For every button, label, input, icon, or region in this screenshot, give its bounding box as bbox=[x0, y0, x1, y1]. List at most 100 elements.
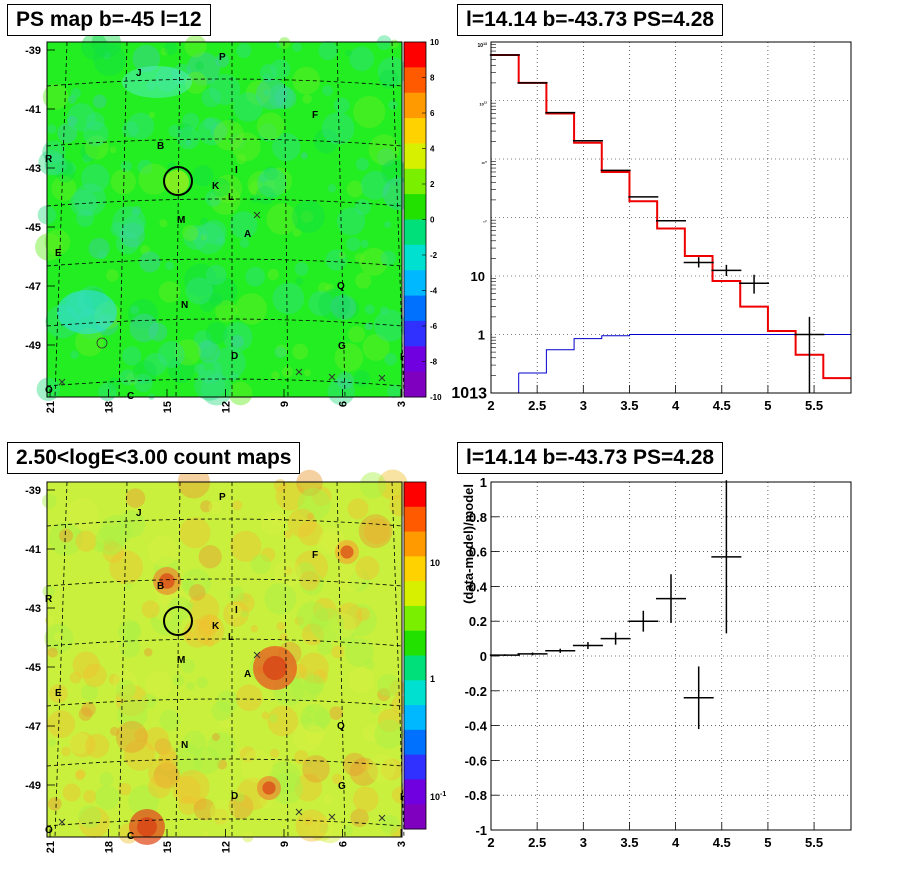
source-label-b: B bbox=[157, 141, 164, 152]
map-texture bbox=[122, 66, 192, 98]
map-texture bbox=[308, 815, 334, 842]
map-source-cross bbox=[253, 651, 261, 659]
map-texture bbox=[345, 49, 353, 57]
source-label-m: M bbox=[177, 655, 185, 666]
residual-x-tick-label: 3 bbox=[580, 835, 587, 850]
map-texture bbox=[110, 169, 136, 195]
map-texture bbox=[267, 268, 279, 281]
map-texture bbox=[158, 280, 181, 303]
colorbar-segment bbox=[404, 581, 426, 607]
map-texture bbox=[318, 823, 330, 834]
spectrum-y-tick-label: 1013 bbox=[478, 42, 488, 49]
map-texture bbox=[187, 732, 196, 741]
map-texture bbox=[256, 112, 285, 140]
map-hotspot bbox=[340, 545, 354, 559]
map-grid-longitude bbox=[336, 481, 346, 838]
colorbar-tick-label: 10 bbox=[430, 558, 440, 568]
map-texture bbox=[381, 159, 408, 186]
map-texture bbox=[102, 51, 112, 60]
map-y-tick-label: -47 bbox=[25, 281, 41, 293]
map-texture bbox=[147, 535, 179, 567]
map-texture bbox=[183, 224, 209, 250]
map-grid-latitude bbox=[46, 258, 403, 267]
map-texture bbox=[390, 39, 399, 49]
map-frame bbox=[46, 41, 403, 398]
map-texture bbox=[132, 44, 161, 73]
map-texture bbox=[165, 261, 174, 271]
map-texture bbox=[301, 714, 313, 726]
colorbar-segment bbox=[404, 295, 426, 322]
map-texture bbox=[44, 229, 71, 256]
map-texture bbox=[287, 508, 317, 538]
map-texture bbox=[223, 601, 249, 627]
colorbar-segment bbox=[404, 118, 426, 144]
source-label-m: M bbox=[177, 215, 185, 226]
map-texture bbox=[36, 377, 61, 402]
map-texture bbox=[318, 282, 330, 294]
map-texture bbox=[115, 684, 148, 717]
map-texture bbox=[348, 570, 370, 592]
map-grid-latitude bbox=[46, 78, 403, 87]
colorbar-tick-label: 10-1 bbox=[430, 791, 446, 802]
spectrum-x-tick-label: 5.5 bbox=[805, 398, 823, 413]
map-texture bbox=[138, 163, 170, 195]
map-texture bbox=[231, 132, 261, 162]
map-source-cross bbox=[295, 808, 303, 816]
map-texture bbox=[238, 746, 247, 754]
map-texture bbox=[217, 759, 228, 770]
map-texture bbox=[131, 209, 139, 218]
map-texture bbox=[317, 640, 333, 656]
map-source-cross bbox=[58, 818, 66, 826]
map-texture bbox=[327, 377, 355, 406]
colorbar-segment bbox=[404, 531, 426, 557]
map-texture bbox=[232, 500, 243, 511]
map-texture bbox=[165, 170, 189, 194]
map-texture bbox=[378, 69, 399, 90]
map-texture bbox=[170, 743, 203, 776]
map-texture bbox=[342, 825, 353, 836]
map-texture bbox=[117, 698, 148, 730]
source-label-o: O bbox=[45, 825, 53, 836]
map-texture bbox=[270, 59, 291, 80]
map-texture bbox=[259, 174, 268, 183]
map-x-tick-label: 21 bbox=[45, 401, 57, 413]
map-texture bbox=[112, 206, 146, 240]
map-texture bbox=[83, 790, 97, 804]
map-texture bbox=[348, 666, 375, 694]
map-texture bbox=[48, 797, 62, 811]
map-texture bbox=[42, 493, 57, 509]
map-texture bbox=[265, 167, 293, 195]
map-texture bbox=[209, 73, 241, 105]
map-texture bbox=[112, 669, 138, 695]
map-texture bbox=[359, 472, 387, 499]
map-texture bbox=[292, 200, 325, 234]
map-texture bbox=[44, 615, 55, 626]
colorbar-tick-label: 10 bbox=[430, 38, 439, 47]
source-label-i: I bbox=[235, 165, 238, 176]
map-texture bbox=[197, 340, 221, 363]
map-texture bbox=[315, 772, 324, 781]
map-texture bbox=[53, 632, 63, 642]
map-texture bbox=[292, 42, 302, 53]
map-texture bbox=[132, 360, 157, 385]
map-source-cross bbox=[378, 814, 386, 822]
residual-y-tick-label: -0.4 bbox=[465, 719, 488, 734]
map-hotspot bbox=[262, 781, 276, 795]
map-texture bbox=[240, 750, 274, 783]
background-model-line bbox=[518, 334, 851, 374]
map-texture bbox=[216, 690, 239, 713]
map-texture bbox=[66, 497, 99, 530]
map-texture bbox=[367, 754, 396, 783]
map-texture bbox=[380, 250, 397, 266]
source-label-g: G bbox=[338, 341, 346, 352]
map-grid-latitude bbox=[46, 578, 403, 587]
map-texture bbox=[207, 732, 236, 761]
map-texture bbox=[118, 635, 141, 658]
residual-y-tick-label: -0.8 bbox=[465, 788, 487, 803]
map-texture bbox=[331, 645, 345, 659]
map-texture bbox=[57, 290, 117, 334]
map-texture bbox=[88, 237, 110, 259]
source-label-a: A bbox=[244, 229, 251, 240]
map-texture bbox=[377, 688, 391, 702]
spectrum-y-tick-label: 1013 bbox=[481, 161, 487, 165]
